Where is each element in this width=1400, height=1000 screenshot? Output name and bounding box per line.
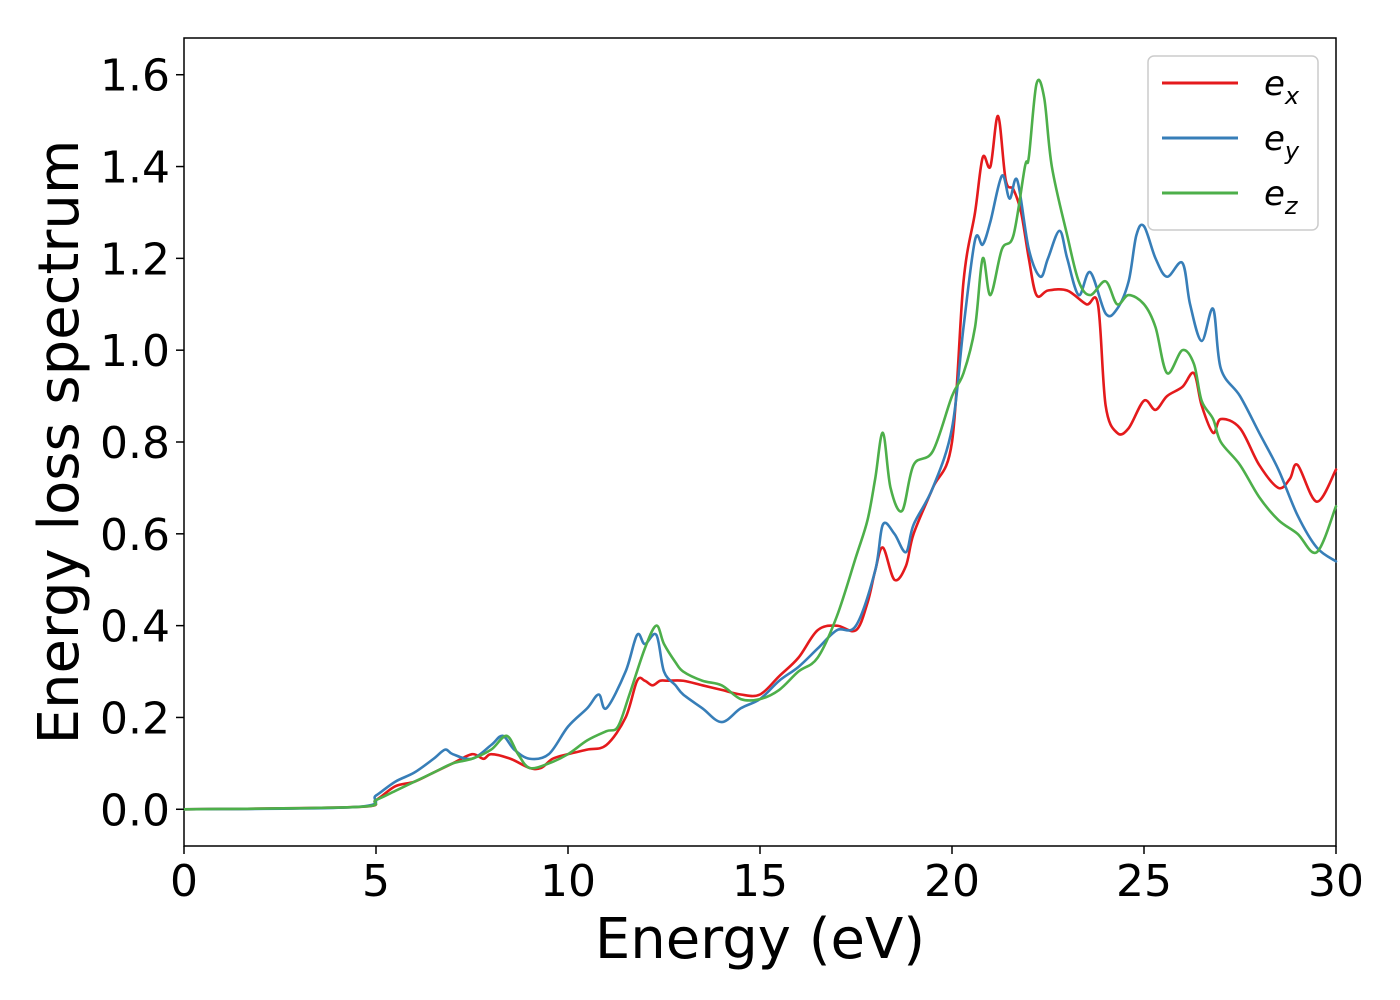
series-line-ez bbox=[182, 78, 1338, 811]
x-tick-label: 10 bbox=[540, 856, 596, 907]
x-tick-label: 15 bbox=[732, 856, 788, 907]
y-axis-ticks: 0.0 0.2 0.4 0.6 0.8 1.0 1.2 1.4 1.6 bbox=[100, 51, 184, 836]
y-tick-label: 0.2 bbox=[100, 693, 170, 744]
series-line-ey bbox=[182, 174, 1338, 811]
x-axis-title: Energy (eV) bbox=[595, 907, 925, 972]
x-tick-label: 5 bbox=[362, 856, 390, 907]
series-line-ex bbox=[182, 114, 1338, 811]
legend-label-ez: ez bbox=[1264, 174, 1299, 220]
series-layer bbox=[182, 78, 1338, 811]
legend-label-ex: ex bbox=[1264, 64, 1300, 110]
plot-area bbox=[183, 37, 1337, 847]
y-tick-label: 0.0 bbox=[100, 785, 170, 836]
x-tick-label: 25 bbox=[1116, 856, 1172, 907]
y-tick-label: 0.8 bbox=[100, 418, 170, 469]
y-axis-title: Energy loss spectrum bbox=[27, 140, 92, 745]
legend-box bbox=[1147, 55, 1319, 231]
x-axis-ticks: 0 5 10 15 20 25 30 bbox=[170, 846, 1364, 907]
legend-label-ey: ey bbox=[1264, 119, 1300, 165]
y-tick-label: 0.4 bbox=[100, 602, 170, 653]
x-tick-label: 0 bbox=[170, 856, 198, 907]
y-tick-label: 1.2 bbox=[100, 234, 170, 285]
x-tick-label: 30 bbox=[1308, 856, 1364, 907]
legend: ex ey ez bbox=[1147, 55, 1319, 231]
y-tick-label: 1.0 bbox=[100, 326, 170, 377]
x-tick-label: 20 bbox=[924, 856, 980, 907]
y-tick-label: 0.6 bbox=[100, 510, 170, 561]
y-tick-label: 1.4 bbox=[100, 143, 170, 194]
y-tick-label: 1.6 bbox=[100, 51, 170, 102]
